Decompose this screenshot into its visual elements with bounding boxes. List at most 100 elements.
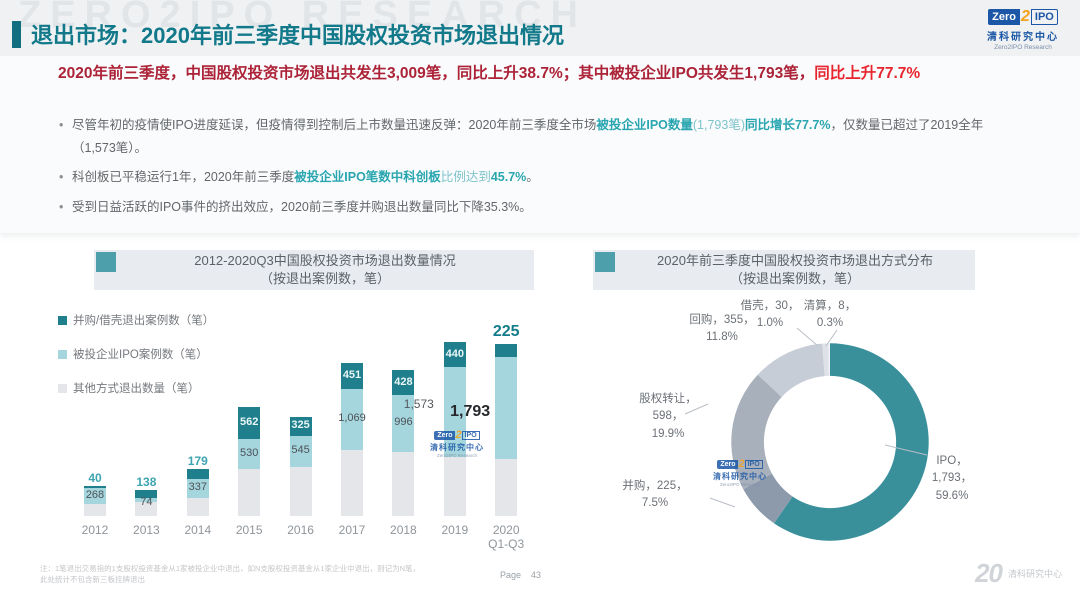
x-axis-label: 2017 [338, 523, 366, 537]
legend-label-merger: 并购/借壳退出案例数（笔） [73, 315, 215, 327]
watermark-chinese-name: 清科研究中心 [430, 443, 484, 452]
donut-chart [731, 343, 929, 541]
donut-leader-lines [684, 327, 928, 508]
legend-swatch-ipo [58, 349, 67, 359]
bar-segment [238, 469, 261, 516]
watermark-zero-text: Zero [434, 430, 456, 440]
merger-value-label: 225 [492, 323, 520, 341]
bar-segment [392, 394, 415, 452]
bar-chart-panel: 2012-2020Q3中国股权投资市场退出数量情况 （按退出案例数，笔） 并购/… [42, 246, 562, 576]
footnote-line1: 注：1笔退出交易指的1支股权投资基金从1家被投企业中退出，如N支股权投资基金从1… [40, 564, 421, 573]
watermark-ipo-text: IPO [461, 430, 480, 440]
zero2ipo-logo-mark: Zero 2 IPO [980, 8, 1066, 26]
donut-slice-IPO [774, 343, 929, 541]
donut-slice-回购 [757, 343, 825, 397]
bar-chart-subtitle: （按退出案例数，笔） [259, 271, 390, 286]
page-label: Page [500, 570, 522, 580]
zero2ipo-logo: Zero 2 IPO 清科研究中心 Zero2IPO Research [980, 8, 1066, 51]
bar-segment [135, 502, 158, 516]
merger-value-label: 325 [291, 419, 310, 432]
merger-value-label: 562 [240, 415, 259, 428]
ipo-value-label: 530 [240, 447, 259, 459]
bar-segment [289, 417, 312, 436]
donut-chart-title-line: 2020年前三季度中国股权投资市场退出方式分布 [657, 253, 933, 269]
merger-value-label: 451 [342, 368, 362, 381]
ipo-value-label: 1,573 [403, 397, 434, 412]
x-axis-label: 2014 [184, 523, 212, 537]
ipo-value-label: 1,069 [338, 412, 366, 425]
logo-chinese-name: 清科研究中心 [987, 32, 1059, 43]
bullet-item: 科创板已平稳运行1年，2020年前三季度被投企业IPO笔数中科创板比例达到45.… [59, 166, 1022, 189]
summary-statement: 2020年前三季度，中国股权投资市场退出共发生3,009笔，同比上升38.7%；… [58, 62, 1048, 85]
ipo-value-label: 996 [394, 416, 413, 429]
bar-segment [186, 468, 209, 479]
bar-segment [495, 356, 518, 460]
legend-label-ipo: 被投企业IPO案例数（笔） [73, 349, 208, 361]
merger-value-label: 138 [136, 474, 157, 489]
summary-lead: 2020年前三季度，中国股权投资市场退出共发生3,009笔，同比上升38.7%；… [58, 65, 815, 82]
x-axis-label: 2016 [287, 523, 314, 537]
logo-ipo-text: IPO [1030, 9, 1058, 25]
x-axis-label: 2019 [441, 523, 469, 537]
watermark-zero-text: Zero [717, 459, 739, 469]
title-square-icon [96, 252, 116, 272]
chart-watermark-logo: Zero 2 IPO 清科研究中心 Zero2IPO Research [708, 458, 772, 487]
brand-anniversary-mark: 20 [975, 558, 1003, 588]
footer-brand: 20 清科研究中心 [975, 558, 1062, 589]
merger-value-label: 440 [445, 347, 464, 360]
title-square-icon [595, 252, 615, 272]
bar-segment [289, 466, 312, 516]
brand-name: 清科研究中心 [1007, 569, 1062, 579]
donut-slice-借壳 [822, 343, 829, 377]
donut-label-IPO: IPO， 1,793， 59.6% [931, 455, 973, 502]
donut-slice-清算 [828, 343, 830, 376]
donut-chart-panel: 2020年前三季度中国股权投资市场退出方式分布 （按退出案例数，笔） 借壳，30… [575, 246, 1055, 576]
donut-chart-title-banner: 2020年前三季度中国股权投资市场退出方式分布 （按退出案例数，笔） [593, 250, 975, 290]
footnote-line2: 此处统计不包含新三板挂牌退出 [40, 575, 145, 585]
watermark-english-name: Zero2IPO Research [719, 482, 761, 487]
merger-value-label: 428 [394, 375, 413, 388]
page-number: Page 43 [500, 570, 541, 580]
bar-chart-plot-area: 40 268 2012 138 74 2013 179 337 2014 562 530 2015 32… [42, 246, 562, 576]
bar-segment [238, 406, 261, 439]
watermark-two-text: 2 [738, 458, 745, 470]
bar-segment [135, 497, 158, 502]
donut-label-回购: 回购，355， 11.8% [689, 314, 755, 344]
watermark-logo-mark: Zero 2 IPO [708, 458, 772, 470]
footnote: 注：1笔退出交易指的1支股权投资基金从1家被投企业中退出，如N支股权投资基金从1… [40, 563, 420, 586]
title-band: ZERO2IPO RESEARCH [0, 0, 1080, 56]
ipo-value-label: 337 [188, 481, 207, 494]
x-axis-label: 2018 [390, 523, 417, 537]
bar-chart-title: 2012-2020Q3中国股权投资市场退出数量情况 （按退出案例数，笔） [116, 252, 534, 287]
bar-segment [341, 388, 363, 450]
logo-zero-text: Zero [988, 9, 1020, 25]
donut-chart-subtitle: （按退出案例数，笔） [729, 271, 860, 286]
bar-segment [84, 488, 106, 504]
watermark-two-text: 2 [455, 429, 462, 441]
bar-chart-title-banner: 2012-2020Q3中国股权投资市场退出数量情况 （按退出案例数，笔） [94, 250, 534, 290]
bar-segment [495, 459, 518, 516]
watermark-ipo-text: IPO [744, 459, 763, 469]
page-number-value: 43 [531, 570, 542, 580]
bar-segment [443, 342, 466, 368]
bar-segment [186, 498, 209, 516]
bar-segment [495, 344, 518, 357]
donut-chart-title: 2020年前三季度中国股权投资市场退出方式分布 （按退出案例数，笔） [615, 252, 975, 287]
ipo-value-label: 545 [291, 444, 310, 457]
donut-slice-股权转让 [731, 374, 782, 490]
bar-segment [392, 451, 415, 516]
merger-value-label: 179 [187, 453, 208, 468]
legend-item-ipo: 被投企业IPO案例数（笔） [58, 346, 214, 362]
bar-segment [392, 370, 415, 395]
x-axis-label: 2013 [133, 523, 160, 537]
bar-chart-legend: 并购/借壳退出案例数（笔） 被投企业IPO案例数（笔） 其他方式退出数量（笔） [58, 312, 214, 414]
donut-label-股权转让: 股权转让， 598， 19.9% [639, 393, 697, 440]
bar-segment [238, 438, 261, 470]
header-background: ZERO2IPO RESEARCH 退出市场：2020年前三季度中国股权投资市场… [0, 0, 1080, 233]
summary-highlight: 同比上升77.7% [814, 65, 921, 82]
bullet-item: 尽管年初的疫情使IPO进度延误，但疫情得到控制后上市数量迅速反弹：2020年前三… [59, 114, 1022, 159]
donut-slice-并购 [743, 473, 793, 524]
legend-item-merger: 并购/借壳退出案例数（笔） [58, 312, 214, 328]
donut-label-借壳: 借壳，30， 1.0% [740, 300, 800, 330]
x-axis-label: 2015 [235, 523, 263, 537]
